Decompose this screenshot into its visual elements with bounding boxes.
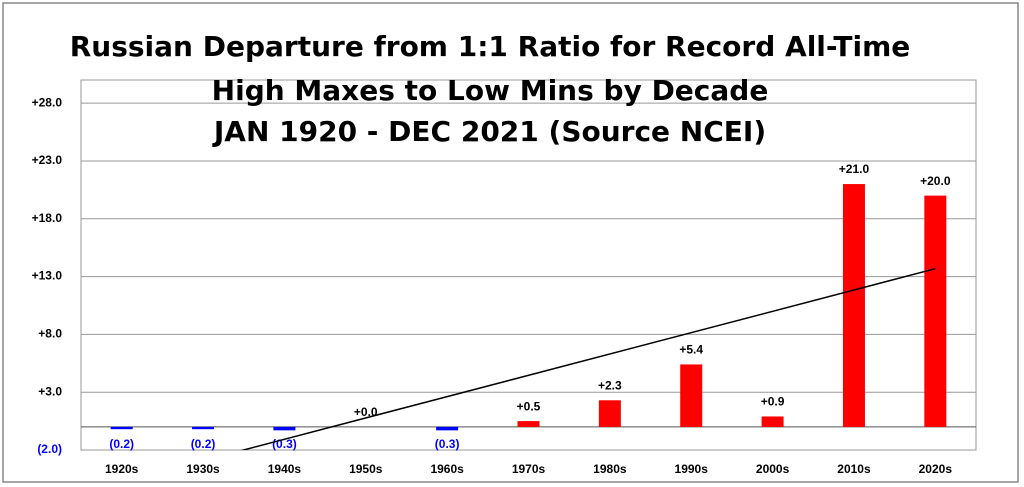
x-tick-label: 1930s	[186, 462, 220, 476]
value-label: +0.0	[354, 405, 378, 419]
x-tick-label: 1980s	[593, 462, 627, 476]
bar	[436, 426, 459, 431]
chart-title: JAN 1920 - DEC 2021 (Source NCEI)	[212, 115, 766, 148]
y-tick-label: +23.0	[32, 153, 63, 167]
x-tick-label: 1990s	[675, 462, 709, 476]
y-tick-label: +13.0	[32, 269, 63, 283]
value-label: +2.3	[598, 378, 622, 392]
y-tick-label: +8.0	[38, 327, 62, 341]
value-label: (0.2)	[109, 437, 134, 451]
bar	[924, 195, 947, 427]
x-tick-label: 1960s	[430, 462, 464, 476]
bar	[598, 400, 621, 427]
value-label: +5.4	[679, 343, 703, 357]
x-tick-label: 1970s	[512, 462, 546, 476]
y-tick-label: +3.0	[38, 384, 62, 398]
chart-title: Russian Departure from 1:1 Ratio for Rec…	[70, 30, 911, 63]
value-label: +0.9	[761, 395, 785, 409]
x-tick-label: 2010s	[837, 462, 871, 476]
bar	[517, 421, 540, 427]
x-tick-label: 1940s	[268, 462, 302, 476]
value-label: +21.0	[839, 162, 870, 176]
x-tick-label: 2000s	[756, 462, 790, 476]
bar	[842, 184, 865, 427]
trend-line	[240, 267, 936, 450]
bar	[273, 426, 296, 431]
x-tick-label: 1920s	[105, 462, 139, 476]
value-label: (0.2)	[191, 437, 216, 451]
bar	[761, 416, 784, 427]
x-tick-label: 1950s	[349, 462, 383, 476]
value-label: +0.5	[517, 399, 541, 413]
chart-title: High Maxes to Low Mins by Decade	[212, 74, 769, 107]
bar	[110, 426, 133, 430]
value-label: +20.0	[920, 174, 951, 188]
bar	[680, 364, 703, 427]
y-tick-label: +28.0	[32, 95, 63, 109]
y-tick-label: +18.0	[32, 211, 63, 225]
value-label: (0.3)	[435, 437, 460, 451]
y-tick-label: (2.0)	[37, 442, 62, 456]
bar	[192, 426, 215, 430]
x-tick-label: 2020s	[919, 462, 953, 476]
